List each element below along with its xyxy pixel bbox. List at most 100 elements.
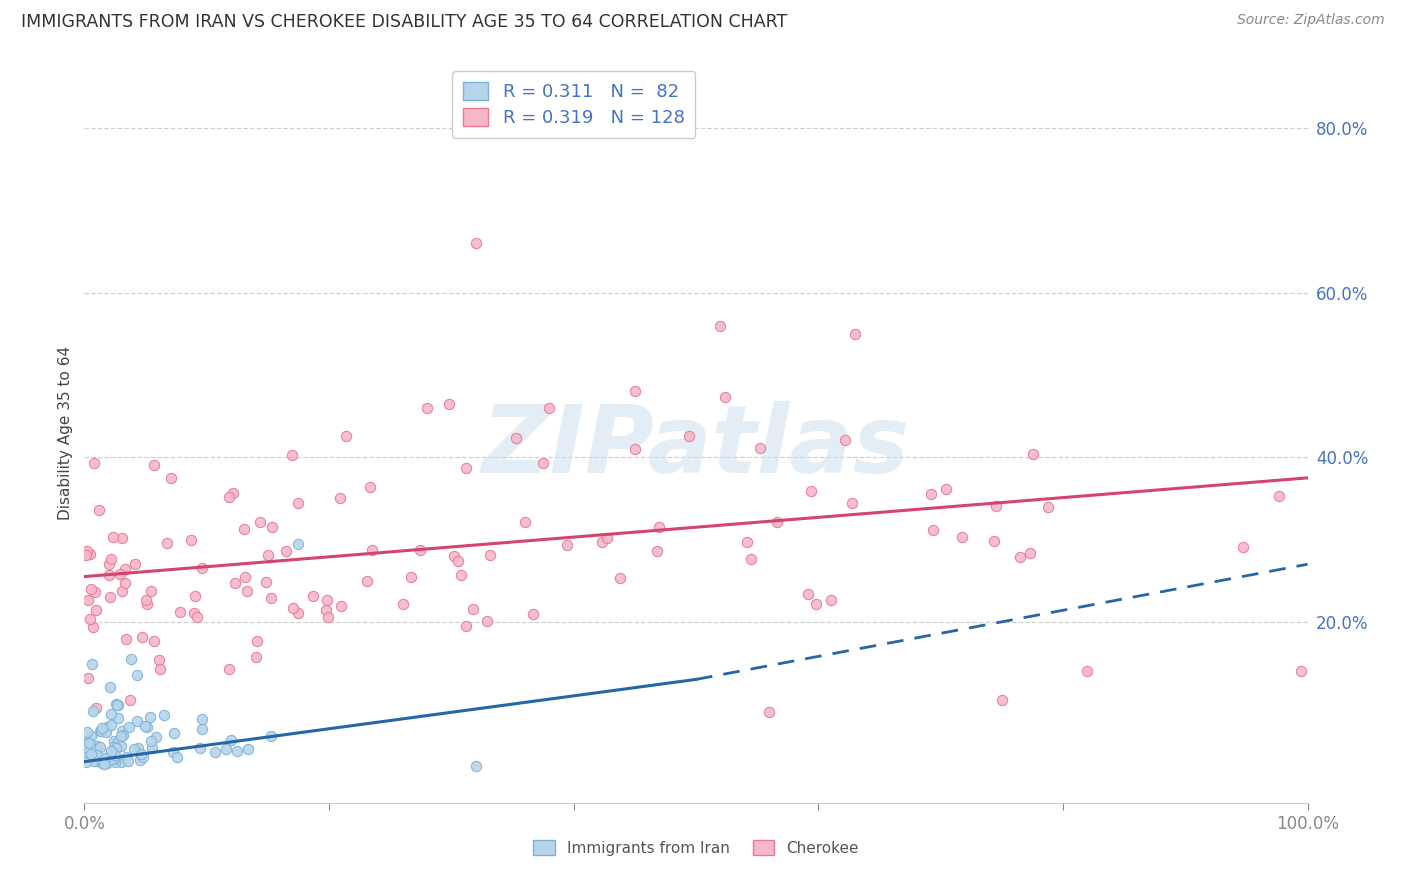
Point — [110, 739, 132, 753]
Point — [84, 603, 107, 617]
Point — [160, 471, 183, 485]
Point — [758, 706, 780, 720]
Point — [538, 401, 561, 415]
Point — [141, 741, 163, 756]
Point — [139, 734, 162, 748]
Point — [183, 606, 205, 620]
Point — [98, 557, 121, 571]
Point — [456, 619, 478, 633]
Legend: Immigrants from Iran, Cherokee: Immigrants from Iran, Cherokee — [527, 834, 865, 862]
Point — [84, 741, 107, 756]
Point — [225, 744, 247, 758]
Point — [749, 441, 772, 455]
Point — [287, 496, 309, 510]
Y-axis label: Disability Age 35 to 64: Disability Age 35 to 64 — [58, 345, 73, 520]
Point — [218, 662, 240, 676]
Point — [156, 536, 179, 550]
Point — [461, 602, 484, 616]
Point — [96, 720, 118, 734]
Point — [107, 711, 129, 725]
Point — [125, 714, 148, 728]
Point — [124, 558, 146, 572]
Point — [190, 561, 212, 575]
Text: IMMIGRANTS FROM IRAN VS CHEROKEE DISABILITY AGE 35 TO 64 CORRELATION CHART: IMMIGRANTS FROM IRAN VS CHEROKEE DISABIL… — [21, 13, 787, 31]
Point — [555, 538, 578, 552]
Point — [87, 503, 110, 517]
Point — [112, 728, 135, 742]
Point — [443, 549, 465, 564]
Point — [84, 701, 107, 715]
Point — [475, 614, 498, 628]
Point — [246, 634, 269, 648]
Point — [257, 548, 280, 562]
Point — [149, 662, 172, 676]
Point — [91, 754, 114, 768]
Point — [513, 516, 536, 530]
Point — [131, 630, 153, 644]
Point — [143, 458, 166, 472]
Point — [596, 532, 619, 546]
Point — [90, 724, 112, 739]
Point — [245, 649, 267, 664]
Point — [120, 652, 142, 666]
Point — [935, 482, 957, 496]
Point — [139, 709, 162, 723]
Point — [834, 433, 856, 447]
Point — [280, 448, 302, 462]
Point — [766, 515, 789, 529]
Point — [215, 742, 238, 756]
Text: ZIPatlas: ZIPatlas — [482, 401, 910, 493]
Point — [114, 561, 136, 575]
Point — [76, 724, 98, 739]
Point — [315, 593, 337, 607]
Point — [287, 536, 309, 550]
Point — [135, 597, 157, 611]
Point — [169, 605, 191, 619]
Point — [464, 758, 486, 772]
Point — [98, 591, 121, 605]
Point — [77, 735, 100, 749]
Point — [329, 491, 352, 506]
Point — [82, 704, 104, 718]
Point — [83, 584, 105, 599]
Point — [89, 739, 111, 754]
Point — [359, 480, 381, 494]
Point — [100, 706, 122, 721]
Point — [1008, 549, 1031, 564]
Point — [335, 429, 357, 443]
Point — [983, 534, 1005, 549]
Point — [797, 586, 820, 600]
Point — [80, 747, 103, 761]
Point — [80, 729, 103, 743]
Point — [90, 721, 112, 735]
Point — [91, 754, 114, 768]
Point — [1267, 489, 1289, 503]
Point — [1291, 664, 1313, 678]
Point — [844, 326, 866, 341]
Point — [111, 724, 134, 739]
Point — [329, 599, 352, 614]
Point — [127, 740, 149, 755]
Point — [166, 749, 188, 764]
Point — [437, 397, 460, 411]
Point — [103, 734, 125, 748]
Point — [77, 593, 100, 607]
Point — [118, 720, 141, 734]
Point — [609, 571, 631, 585]
Point — [110, 729, 132, 743]
Point — [83, 754, 105, 768]
Point — [204, 745, 226, 759]
Point — [624, 442, 647, 456]
Point — [236, 583, 259, 598]
Point — [134, 719, 156, 733]
Point — [254, 575, 277, 590]
Point — [709, 318, 731, 333]
Point — [75, 755, 97, 769]
Point — [80, 582, 103, 597]
Point — [89, 724, 111, 739]
Point — [920, 487, 942, 501]
Point — [238, 742, 260, 756]
Point — [464, 236, 486, 251]
Point — [287, 607, 309, 621]
Point — [800, 484, 823, 499]
